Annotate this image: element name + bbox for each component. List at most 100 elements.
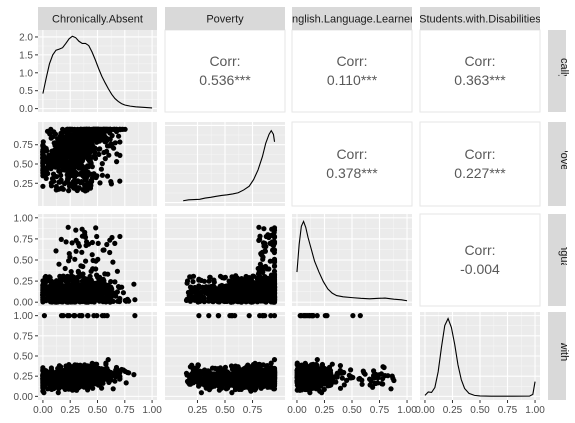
corr-label: Corr: (209, 53, 240, 69)
scatter-point (64, 276, 70, 282)
scatter-point (71, 364, 77, 370)
scatter-point (71, 174, 78, 180)
scatter-point (64, 282, 70, 289)
scatter-point (262, 313, 268, 319)
scatter-point (117, 152, 123, 158)
scatter-point (40, 373, 47, 379)
scatter-point (229, 274, 235, 280)
scatter-point (104, 173, 111, 179)
scatter-point (40, 160, 46, 167)
scatter-point (40, 151, 46, 157)
scatter-point (96, 382, 102, 388)
scatter-point (256, 269, 262, 275)
scatter-point (267, 378, 273, 384)
scatter-point (62, 265, 68, 272)
density-line (42, 35, 153, 109)
panel-r2-c2 (292, 214, 412, 306)
scatter-point (71, 369, 77, 375)
scatter-point (268, 313, 274, 319)
scatter-point (46, 274, 53, 280)
scatter-point (93, 266, 99, 272)
corr-value: 0.227*** (454, 165, 506, 181)
scatter-point (99, 161, 105, 167)
scatter-point (94, 129, 100, 135)
scatter-point (61, 382, 67, 388)
scatter-point (116, 133, 122, 139)
corr-panel-background (419, 29, 541, 113)
scatter-point (99, 296, 105, 302)
scatter-point (213, 287, 219, 293)
scatter-point (85, 387, 91, 393)
scatter-point (90, 257, 96, 264)
scatter-point (207, 274, 213, 280)
scatter-point (111, 290, 117, 296)
scatter-point (58, 236, 64, 242)
scatter-point (44, 148, 50, 154)
scatter-point (251, 273, 257, 279)
scatter-point (69, 126, 75, 132)
scatter-point (99, 172, 105, 178)
scatter-point (255, 274, 261, 280)
scatter-point (66, 382, 72, 388)
scatter-point (101, 313, 108, 319)
scatter-point (229, 382, 235, 388)
scatter-point (112, 279, 118, 285)
scatter-point (101, 376, 107, 383)
scatter-point (224, 370, 230, 376)
scatter-point (217, 365, 223, 371)
scatter-point (234, 378, 240, 385)
scatter-point (56, 363, 63, 369)
scatter-point (232, 386, 238, 393)
scatter-point (238, 386, 244, 392)
scatter-point (246, 278, 252, 284)
scatter-point (257, 261, 263, 267)
scatter-point (57, 371, 63, 377)
scatter-point (314, 357, 320, 363)
scatter-point (76, 243, 82, 249)
scatter-point (76, 163, 82, 169)
scatter-point (82, 126, 88, 132)
scatter-point (213, 373, 219, 379)
scatter-point (203, 383, 209, 389)
scatter-point (77, 379, 83, 385)
scatter-point (83, 365, 89, 371)
scatter-point (192, 365, 198, 371)
panel-r2-c0 (38, 214, 157, 306)
scatter-point (120, 290, 126, 296)
panel-r1-c2: Corr:0.378*** (291, 121, 413, 207)
scatter-point (117, 284, 123, 290)
scatter-point (86, 287, 92, 293)
scatter-point (271, 271, 278, 277)
scatter-point (271, 233, 278, 240)
scatter-point (58, 154, 65, 160)
scatter-point (101, 149, 107, 156)
scatter-point (104, 241, 110, 248)
scatter-point (117, 139, 123, 145)
scatter-point (222, 292, 228, 298)
scatter-point (43, 297, 49, 303)
scatter-point (86, 241, 92, 247)
corr-label: Corr: (464, 146, 495, 162)
scatter-point (255, 382, 261, 388)
scatter-point (207, 382, 213, 389)
scatter-point (258, 251, 264, 257)
scatter-point (44, 159, 51, 165)
scatter-point (227, 281, 233, 287)
scatter-point (271, 284, 278, 290)
scatter-point (205, 288, 211, 294)
scatter-point (103, 361, 109, 368)
scatter-point (48, 379, 55, 385)
panel-r3-c2 (292, 312, 412, 400)
scatter-point (70, 183, 76, 189)
scatter-point (91, 133, 97, 139)
scatter-point (117, 178, 123, 184)
corr-value: 0.110*** (327, 72, 378, 88)
scatter-point (60, 313, 66, 319)
scatter-point (266, 266, 272, 272)
scatter-point (104, 296, 110, 302)
scatter-point (66, 188, 72, 194)
scatter-point (106, 152, 112, 158)
scatter-point (67, 296, 73, 302)
scatter-point (195, 371, 201, 377)
scatter-points (183, 313, 278, 396)
